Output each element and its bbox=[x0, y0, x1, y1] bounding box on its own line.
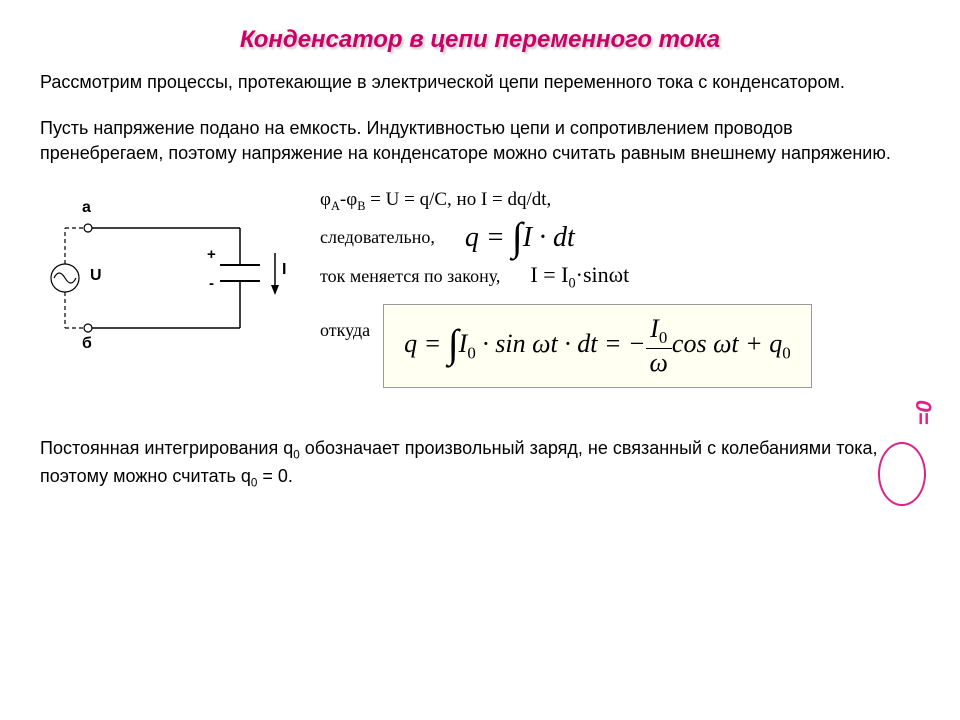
eq2-label: следовательно, bbox=[320, 227, 435, 248]
equation-box: q = ∫I0 · sin ωt · dt = −I0ωcos ωt + q0 bbox=[383, 304, 812, 388]
conclusion-paragraph: Постоянная интегрирования q0 обозначает … bbox=[40, 436, 920, 491]
para3-c: = 0. bbox=[257, 466, 293, 486]
eq-line-3: ток меняется по закону, I = I0·sinωt bbox=[320, 262, 920, 292]
eq2-q: q = bbox=[465, 222, 512, 253]
eqbox-q: q = bbox=[404, 329, 448, 358]
eq1-phi1: φ bbox=[320, 189, 331, 210]
eqbox-q0-sub: 0 bbox=[782, 343, 790, 362]
circuit-minus: - bbox=[209, 275, 214, 292]
eqbox-frac-num: I bbox=[650, 314, 659, 343]
para3-a: Постоянная интегрирования q bbox=[40, 438, 293, 458]
eq3-i: I = I bbox=[530, 262, 568, 287]
slide-title: Конденсатор в цепи переменного тока bbox=[40, 26, 920, 54]
circuit-diagram: а б U + - I bbox=[40, 183, 290, 373]
circuit-label-i: I bbox=[282, 261, 286, 279]
eqbox-mid2: cos ωt + bbox=[672, 329, 769, 358]
circuit-node-b: б bbox=[82, 335, 92, 353]
eqbox-i0-sub: 0 bbox=[467, 343, 475, 362]
eqbox-frac-num-sub: 0 bbox=[659, 328, 667, 347]
eq1-rest: = U = q/C, но I = dq/dt, bbox=[365, 189, 551, 210]
eq3-sub0: 0 bbox=[568, 275, 575, 291]
eq1-sub-a: A bbox=[331, 199, 340, 213]
circuit-svg bbox=[40, 183, 290, 373]
q0-highlight-ellipse bbox=[878, 442, 926, 506]
circuit-label-u: U bbox=[90, 267, 102, 285]
eqbox-mid1: · sin ωt · dt = − bbox=[476, 329, 646, 358]
circuit-plus: + bbox=[207, 246, 216, 263]
eq-line-2: следовательно, q = ∫I · dt bbox=[320, 222, 920, 254]
eq3-rest: ·sinωt bbox=[576, 262, 630, 287]
eq2-idt: I · dt bbox=[523, 222, 575, 253]
eq3-formula: I = I0·sinωt bbox=[530, 262, 629, 292]
intro-paragraph-1: Рассмотрим процессы, протекающие в элект… bbox=[40, 70, 920, 94]
eqbox-q0: q bbox=[769, 329, 782, 358]
intro-paragraph-2: Пусть напряжение подано на емкость. Инду… bbox=[40, 116, 920, 165]
eq-line-1: φA-φB = U = q/C, но I = dq/dt, bbox=[320, 189, 920, 214]
circuit-node-a: а bbox=[82, 199, 91, 217]
eqbox-frac-den: ω bbox=[646, 349, 672, 378]
eq2-formula: q = ∫I · dt bbox=[465, 222, 575, 254]
equations-column: φA-φB = U = q/C, но I = dq/dt, следовате… bbox=[290, 183, 920, 389]
eq-line-4: откуда q = ∫I0 · sin ωt · dt = −I0ωcos ω… bbox=[320, 300, 920, 388]
eq3-label: ток меняется по закону, bbox=[320, 266, 500, 287]
eq4-label: откуда bbox=[320, 320, 370, 341]
q0-equals-zero-annotation: =0 bbox=[912, 400, 938, 425]
eq1-phi2: -φ bbox=[340, 189, 357, 210]
